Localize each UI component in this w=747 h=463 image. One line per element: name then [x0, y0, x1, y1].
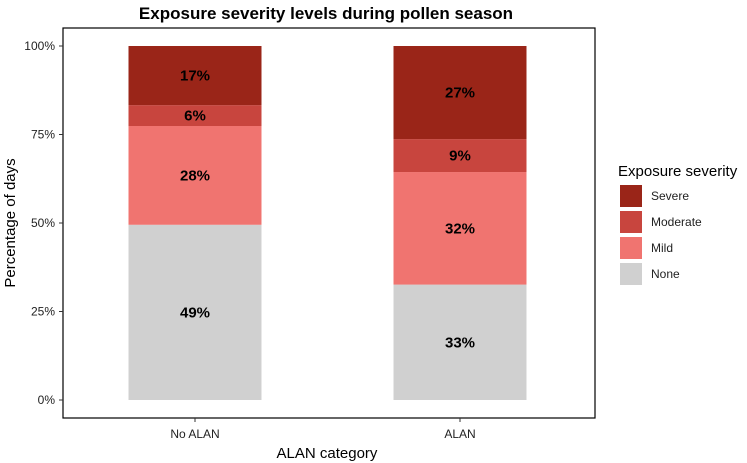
y-tick-label: 75% [31, 128, 55, 142]
legend-label: Moderate [651, 215, 702, 229]
legend-swatch-moderate [620, 211, 642, 233]
bar-data-label: 27% [445, 85, 475, 102]
bar-data-label: 49% [180, 304, 210, 321]
legend-title: Exposure severity [618, 163, 738, 180]
x-axis-title: ALAN category [277, 445, 378, 462]
bar-data-label: 28% [180, 167, 210, 184]
bar-segment-mild [128, 126, 262, 225]
bar-segment-moderate [393, 139, 527, 173]
bar-data-label: 17% [180, 68, 210, 85]
bar-segment-none [393, 284, 527, 400]
bar-data-label: 32% [445, 220, 475, 237]
legend-swatch-severe [620, 185, 642, 207]
bar-data-label: 33% [445, 334, 475, 351]
bar-data-label: 9% [449, 148, 471, 165]
bar-segment-mild [393, 172, 527, 285]
bar-segment-severe [393, 46, 527, 140]
chart-title: Exposure severity levels during pollen s… [139, 4, 513, 23]
y-tick-label: 50% [31, 216, 55, 230]
legend-label: Severe [651, 189, 689, 203]
legend-label: None [651, 267, 680, 281]
y-tick-label: 0% [38, 393, 56, 407]
x-axis: No ALAN ALAN [170, 418, 476, 441]
y-tick-label: 100% [24, 39, 55, 53]
legend: Exposure severity Severe Moderate Mild None [618, 163, 738, 285]
bars-layer: 49% 28% 6% 17% 33% 32% 9% 27% [128, 46, 527, 400]
legend-swatch-mild [620, 237, 642, 259]
legend-swatch-none [620, 263, 642, 285]
bar-segment-none [128, 224, 262, 400]
y-axis-title: Percentage of days [2, 158, 19, 287]
x-tick-label: ALAN [444, 427, 475, 441]
bar-segment-severe [128, 46, 262, 106]
legend-label: Mild [651, 241, 673, 255]
y-tick-label: 25% [31, 305, 55, 319]
y-axis: 0% 25% 50% 75% 100% [24, 39, 63, 407]
bar-data-label: 6% [184, 108, 206, 125]
bar-segment-moderate [128, 105, 262, 127]
x-tick-label: No ALAN [170, 427, 219, 441]
